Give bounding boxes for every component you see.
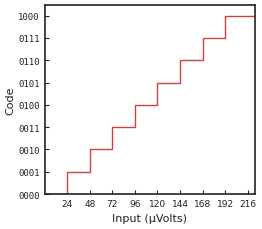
X-axis label: Input (μVolts): Input (μVolts) bbox=[112, 213, 187, 224]
Y-axis label: Code: Code bbox=[6, 86, 15, 114]
